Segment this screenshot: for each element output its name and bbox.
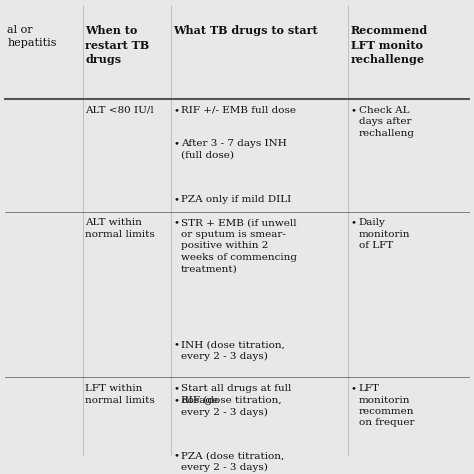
Text: •: • [351, 384, 357, 393]
Text: Check AL
days after
rechalleng: Check AL days after rechalleng [359, 106, 415, 137]
Text: When to
restart TB
drugs: When to restart TB drugs [85, 25, 150, 65]
Text: What TB drugs to start: What TB drugs to start [173, 25, 318, 36]
Text: PZA only if mild DILI: PZA only if mild DILI [181, 195, 292, 204]
Text: •: • [173, 219, 179, 228]
Text: •: • [173, 139, 179, 148]
Text: STR + EMB (if unwell
or sputum is smear-
positive within 2
weeks of commencing
t: STR + EMB (if unwell or sputum is smear-… [181, 219, 297, 273]
Text: •: • [173, 452, 179, 461]
Text: INH (dose titration,
every 2 - 3 days): INH (dose titration, every 2 - 3 days) [181, 340, 285, 361]
Text: RIF (dose titration,
every 2 - 3 days): RIF (dose titration, every 2 - 3 days) [181, 396, 282, 417]
Text: PZA (dose titration,
every 2 - 3 days): PZA (dose titration, every 2 - 3 days) [181, 452, 284, 472]
Text: ALT within
normal limits: ALT within normal limits [85, 219, 155, 239]
Text: •: • [173, 195, 179, 204]
Text: LFT within
normal limits: LFT within normal limits [85, 384, 155, 404]
Text: Daily
monitorin
of LFT: Daily monitorin of LFT [359, 219, 410, 250]
Text: •: • [173, 340, 179, 349]
Text: ALT <80 IU/l: ALT <80 IU/l [85, 106, 154, 115]
Text: RIF +/- EMB full dose: RIF +/- EMB full dose [181, 106, 296, 115]
Text: •: • [173, 384, 179, 393]
Text: After 3 - 7 days INH
(full dose): After 3 - 7 days INH (full dose) [181, 139, 287, 160]
Text: LFT
monitorin
recommen
on frequer: LFT monitorin recommen on frequer [359, 384, 414, 428]
Text: •: • [351, 219, 357, 228]
Text: •: • [173, 396, 179, 405]
Text: Recommend
LFT monito
rechallenge: Recommend LFT monito rechallenge [351, 25, 428, 65]
Text: •: • [351, 106, 357, 115]
Text: Start all drugs at full
dosage: Start all drugs at full dosage [181, 384, 292, 404]
Text: al or
hepatitis: al or hepatitis [7, 25, 56, 48]
Text: •: • [173, 106, 179, 115]
